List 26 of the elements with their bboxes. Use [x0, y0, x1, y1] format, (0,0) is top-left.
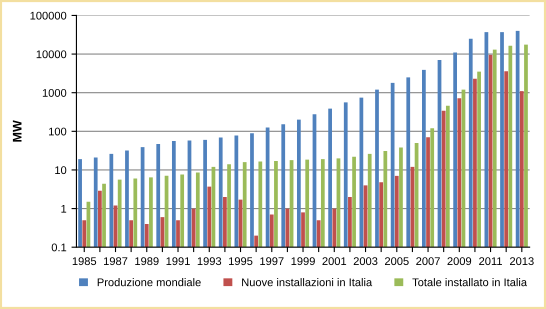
y-tick-label: 100000 — [30, 12, 66, 20]
y-tick-label: 0.1 — [52, 243, 66, 252]
legend-label: Nuove installazioni in Italia — [242, 278, 372, 286]
x-tick-label: 1985 — [72, 257, 96, 266]
legend-label: Totale installato in Italia — [412, 278, 528, 286]
y-tick-label: 100 — [49, 128, 66, 136]
x-tick-label: 1997 — [260, 257, 284, 266]
x-tick-label: 2007 — [416, 257, 440, 266]
x-tick-label: 2003 — [354, 257, 378, 266]
y-tick-label: 10 — [55, 166, 66, 174]
x-tick-label: 2009 — [448, 257, 472, 266]
x-tick-label: 1993 — [198, 257, 222, 266]
x-tick-label: 2013 — [510, 257, 534, 266]
y-tick-label: 1000 — [42, 88, 66, 97]
x-tick-label: 1999 — [292, 257, 315, 266]
y-tick-label: 10000 — [36, 50, 66, 58]
x-tick-label: 2001 — [322, 257, 346, 266]
x-tick-label: 2005 — [384, 257, 409, 266]
x-tick-label: 1989 — [135, 257, 159, 266]
x-tick-label: 1991 — [166, 257, 190, 266]
x-tick-label: 1987 — [104, 257, 128, 266]
x-tick-label: 2011 — [479, 257, 502, 266]
x-tick-label: 1995 — [229, 257, 252, 266]
y-tick-label: 1 — [61, 204, 66, 213]
y-axis-title: MW — [12, 120, 22, 142]
legend-label: Produzione mondiale — [98, 278, 201, 286]
